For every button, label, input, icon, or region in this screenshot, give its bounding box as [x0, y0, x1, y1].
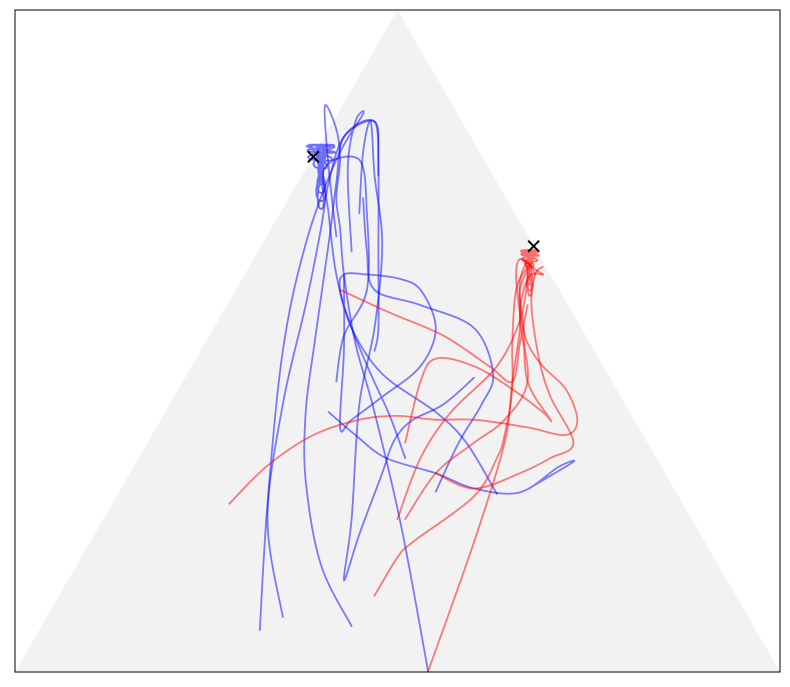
series-0-trajectory-3: [362, 197, 495, 493]
series-0-trajectory-0: [323, 104, 429, 673]
cluster-layer: [305, 143, 540, 297]
series-1-trajectory-3: [373, 265, 529, 597]
axes-frame: [14, 9, 781, 673]
simplex-triangle: [15, 10, 780, 672]
marker-layer: [307, 150, 540, 253]
series-1-trajectory-7: [404, 262, 553, 444]
series-0-trajectory-4: [322, 155, 498, 495]
series-0-trajectory-8: [338, 272, 437, 459]
cluster-1: [519, 249, 540, 297]
cluster-0: [305, 143, 337, 211]
series-0-trajectory-7: [266, 119, 380, 618]
series-1-trajectory-4: [339, 288, 529, 384]
series-0-trajectory-5: [342, 120, 475, 582]
equilibrium-marker-0: [307, 150, 320, 163]
series-layer: [228, 104, 579, 673]
series-1-trajectory-0: [228, 258, 579, 505]
equilibrium-marker-1: [527, 240, 540, 253]
